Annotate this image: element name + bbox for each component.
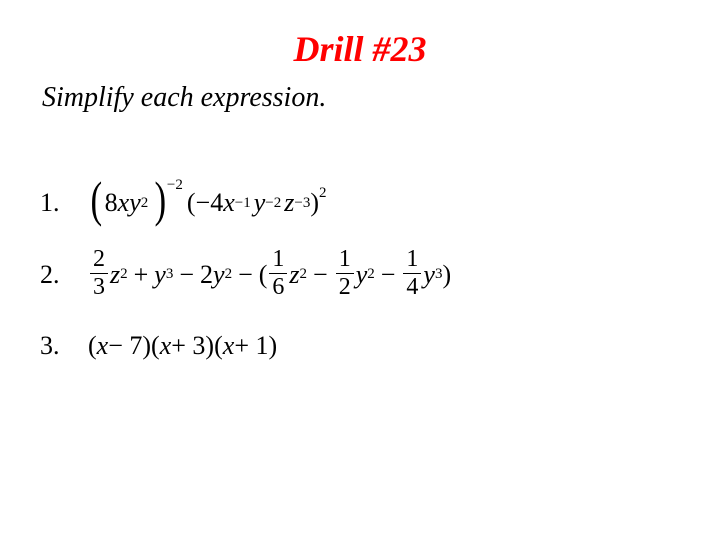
var-y: y xyxy=(423,262,435,288)
exponent: 2 xyxy=(120,267,128,282)
page-title: Drill #23 xyxy=(0,28,720,70)
fraction: 1 2 xyxy=(336,247,354,300)
term: 8 x y 2 xyxy=(105,190,149,216)
close-paren: ) xyxy=(310,190,319,216)
open-paren: (−4 xyxy=(187,190,223,216)
problem-row: 1. ( 8 x y 2 ) −2 (−4 x −1 y −2 xyxy=(40,190,451,216)
coef: 2 xyxy=(200,262,213,288)
var-z: z xyxy=(284,190,294,216)
outer-exponent: 2 xyxy=(319,186,327,201)
factor-tail: + 3) xyxy=(171,333,214,359)
slide-page: Drill #23 Simplify each expression. 1. (… xyxy=(0,0,720,540)
numerator: 1 xyxy=(336,247,354,272)
var-y: y xyxy=(254,190,266,216)
problem-list: 1. ( 8 x y 2 ) −2 (−4 x −1 y −2 xyxy=(40,190,451,391)
denominator: 3 xyxy=(90,275,108,300)
var-x: x xyxy=(118,190,130,216)
exponent: −3 xyxy=(294,196,310,211)
fraction: 2 3 xyxy=(90,247,108,300)
var-x: x xyxy=(223,333,235,359)
operator: − xyxy=(313,262,328,288)
var-x: x xyxy=(97,333,109,359)
exponent: −1 xyxy=(235,196,251,211)
problem-number: 3. xyxy=(40,333,88,359)
operator: − xyxy=(381,262,396,288)
var-y: y xyxy=(129,190,141,216)
operator: − xyxy=(238,262,253,288)
factor-tail: + 1) xyxy=(234,333,277,359)
problem-row: 2. 2 3 z 2 + y 3 − 2 y 2 − ( 1 xyxy=(40,248,451,301)
var-x: x xyxy=(223,190,235,216)
problem-expression: ( x − 7) ( x + 3) ( x + 1) xyxy=(88,333,277,359)
numerator: 1 xyxy=(269,247,287,272)
open-paren: ( xyxy=(88,333,97,359)
exponent: 2 xyxy=(300,267,308,282)
fraction: 1 6 xyxy=(269,247,287,300)
exponent: 2 xyxy=(367,267,375,282)
denominator: 2 xyxy=(336,275,354,300)
factor-tail: − 7) xyxy=(108,333,151,359)
open-paren: ( xyxy=(259,262,268,288)
exponent: 3 xyxy=(435,267,443,282)
open-paren: ( xyxy=(214,333,223,359)
denominator: 4 xyxy=(403,275,421,300)
var-y: y xyxy=(356,262,368,288)
var-z: z xyxy=(289,262,299,288)
var-z: z xyxy=(110,262,120,288)
problem-number: 1. xyxy=(40,190,88,216)
numerator: 1 xyxy=(403,247,421,272)
outer-exponent: −2 xyxy=(167,178,183,193)
operator: + xyxy=(134,262,149,288)
problem-expression: ( 8 x y 2 ) −2 (−4 x −1 y −2 z −3 xyxy=(88,190,327,216)
exponent: 2 xyxy=(225,267,233,282)
numerator: 2 xyxy=(90,247,108,272)
operator: − xyxy=(179,262,194,288)
problem-row: 3. ( x − 7) ( x + 3) ( x + 1) xyxy=(40,333,451,359)
var-y: y xyxy=(213,262,225,288)
var-y: y xyxy=(154,262,166,288)
exponent: 3 xyxy=(166,267,174,282)
page-subtitle: Simplify each expression. xyxy=(42,82,326,114)
open-paren: ( xyxy=(151,333,160,359)
problem-number: 2. xyxy=(40,262,88,288)
var-x: x xyxy=(160,333,172,359)
close-paren: ) xyxy=(442,262,451,288)
fraction: 1 4 xyxy=(403,247,421,300)
exponent: −2 xyxy=(265,196,281,211)
problem-expression: 2 3 z 2 + y 3 − 2 y 2 − ( 1 6 xyxy=(88,248,451,301)
denominator: 6 xyxy=(269,275,287,300)
exponent: 2 xyxy=(141,196,149,211)
coef: 8 xyxy=(105,190,118,216)
